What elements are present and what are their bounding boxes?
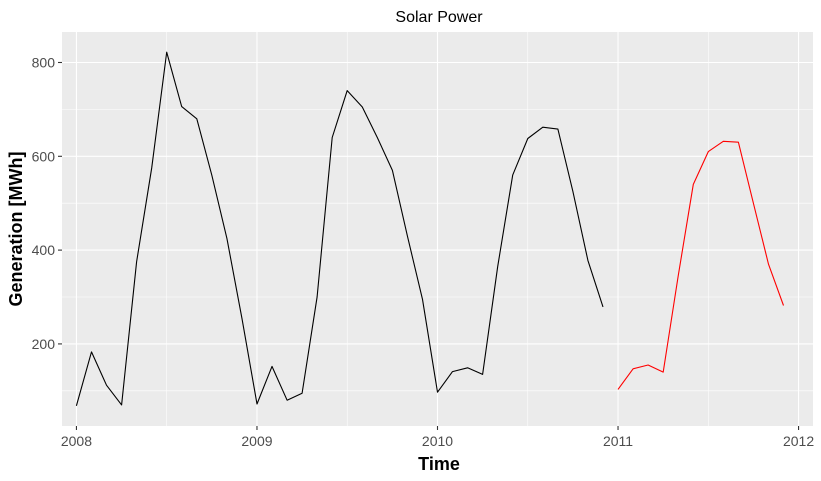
x-tick-label: 2009 [241,433,272,449]
chart-title: Solar Power [395,9,483,26]
series-layer [75,51,785,406]
x-tick-label: 2010 [422,433,453,449]
y-tick-label: 800 [32,54,56,70]
x-tick-label: 2008 [61,433,92,449]
y-tick-label: 400 [32,242,56,258]
axis-tick-labels: 2008 2009 2010 2011 2012 200 400 600 800 [32,54,815,449]
y-tick-label: 200 [32,336,56,352]
x-tick-label: 2011 [603,433,633,449]
y-tick-label: 600 [32,148,56,164]
axis-ticks [58,61,800,430]
x-axis-title: Time [418,454,460,474]
series-line-2 [617,140,785,390]
series-line-1 [75,51,604,406]
y-axis-title: Generation [MWh] [6,152,26,307]
grid-major [62,32,813,426]
x-tick-label: 2012 [783,433,814,449]
